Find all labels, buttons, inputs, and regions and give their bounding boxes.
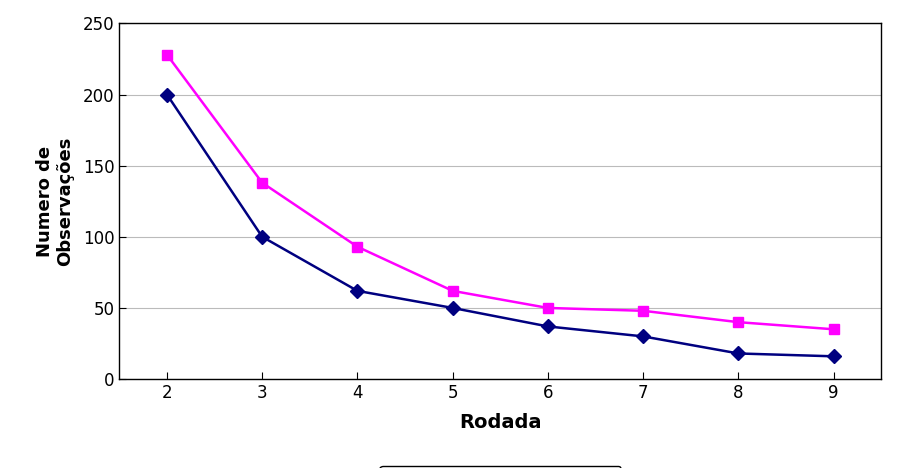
Jogo 2 [447, 288, 458, 294]
Y-axis label: Numero de
Observações: Numero de Observações [36, 137, 74, 266]
Jogo 2 [352, 244, 363, 249]
Jogo 1 [828, 353, 839, 359]
Jogo 2 [828, 327, 839, 332]
Line: Jogo 2: Jogo 2 [162, 50, 838, 334]
Jogo 1 [638, 334, 649, 339]
Jogo 1 [733, 351, 744, 356]
Jogo 2 [543, 305, 554, 311]
Jogo 1 [257, 234, 268, 240]
X-axis label: Rodada: Rodada [459, 413, 542, 432]
Jogo 1 [447, 305, 458, 311]
Jogo 2 [733, 319, 744, 325]
Jogo 1 [352, 288, 363, 294]
Jogo 1 [162, 92, 173, 97]
Jogo 2 [162, 52, 173, 58]
Jogo 2 [257, 180, 268, 185]
Line: Jogo 1: Jogo 1 [162, 90, 838, 361]
Jogo 2 [638, 308, 649, 314]
Legend: Jogo 1, Jogo 2: Jogo 1, Jogo 2 [379, 466, 621, 468]
Jogo 1 [543, 324, 554, 329]
